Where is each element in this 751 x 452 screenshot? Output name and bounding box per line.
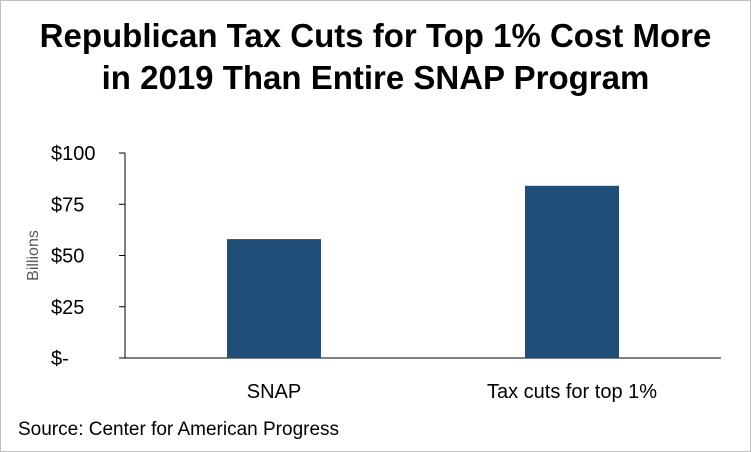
chart-title-line-1: Republican Tax Cuts for Top 1% Cost More	[39, 17, 712, 54]
chart-title-line-2: in 2019 Than Entire SNAP Program	[101, 59, 650, 96]
y-tick-label: $75	[51, 194, 84, 216]
y-tick-label: $25	[51, 297, 84, 319]
bar-1	[525, 185, 619, 358]
bars	[227, 185, 619, 358]
axes	[119, 152, 721, 359]
y-axis-title: Billions	[25, 230, 42, 281]
axis-labels: $- $25 $50 $75 $100 Billions SNAP Tax cuts for …	[25, 143, 657, 403]
y-tick-label: $-	[51, 348, 69, 370]
x-category-label: SNAP	[247, 381, 301, 403]
chart-title: Republican Tax Cuts for Top 1% Cost More…	[1, 15, 750, 99]
y-tick-label: $50	[51, 246, 84, 268]
y-tick-label: $100	[51, 143, 96, 165]
source-note: Source: Center for American Progress	[18, 419, 340, 440]
x-category-label: Tax cuts for top 1%	[487, 381, 657, 403]
bar-0	[227, 239, 321, 358]
